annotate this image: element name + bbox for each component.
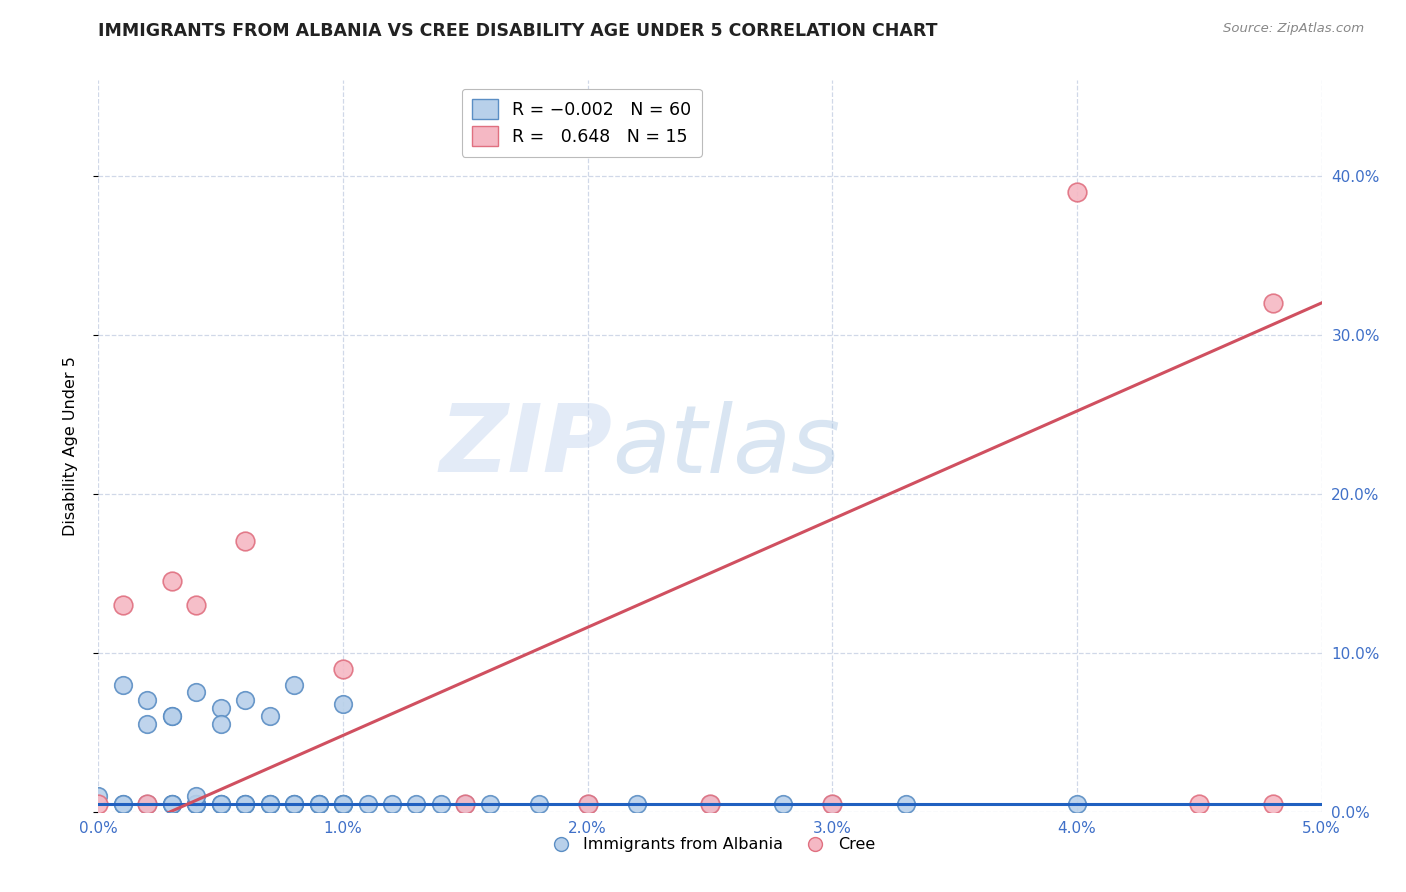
Point <box>160 797 183 811</box>
Point <box>332 797 354 811</box>
Point <box>186 789 208 803</box>
Point <box>209 797 232 811</box>
Point <box>111 677 134 691</box>
Point <box>233 693 256 707</box>
Point <box>87 797 110 811</box>
Point <box>136 693 159 707</box>
Point <box>894 797 917 811</box>
Point <box>209 797 232 811</box>
Point <box>186 598 208 612</box>
Point <box>111 797 134 811</box>
Point <box>283 797 305 811</box>
Point <box>136 797 159 811</box>
Point <box>160 709 183 723</box>
Point <box>111 797 134 811</box>
Point <box>209 701 232 715</box>
Point <box>1261 797 1284 811</box>
Text: Source: ZipAtlas.com: Source: ZipAtlas.com <box>1223 22 1364 36</box>
Point <box>332 797 354 811</box>
Point <box>233 797 256 811</box>
Point <box>160 574 183 589</box>
Point <box>430 797 453 811</box>
Point <box>699 797 721 811</box>
Y-axis label: Disability Age Under 5: Disability Age Under 5 <box>63 356 77 536</box>
Point <box>160 797 183 811</box>
Point <box>259 797 281 811</box>
Point <box>772 797 794 811</box>
Text: ZIP: ZIP <box>439 400 612 492</box>
Point <box>527 797 550 811</box>
Text: atlas: atlas <box>612 401 841 491</box>
Point <box>576 797 599 811</box>
Point <box>1066 797 1088 811</box>
Point <box>381 797 404 811</box>
Text: IMMIGRANTS FROM ALBANIA VS CREE DISABILITY AGE UNDER 5 CORRELATION CHART: IMMIGRANTS FROM ALBANIA VS CREE DISABILI… <box>98 22 938 40</box>
Point <box>136 717 159 731</box>
Point <box>332 797 354 811</box>
Point <box>626 797 648 811</box>
Point <box>454 797 477 811</box>
Legend: Immigrants from Albania, Cree: Immigrants from Albania, Cree <box>538 830 882 859</box>
Point <box>405 797 427 811</box>
Point <box>259 797 281 811</box>
Point <box>283 797 305 811</box>
Point <box>1261 296 1284 310</box>
Point <box>209 797 232 811</box>
Point <box>576 797 599 811</box>
Point <box>259 709 281 723</box>
Point <box>308 797 330 811</box>
Point <box>308 797 330 811</box>
Point <box>233 797 256 811</box>
Point <box>259 797 281 811</box>
Point <box>821 797 844 811</box>
Point <box>136 797 159 811</box>
Point <box>283 797 305 811</box>
Point <box>356 797 378 811</box>
Point <box>136 797 159 811</box>
Point <box>87 789 110 803</box>
Point <box>1066 185 1088 199</box>
Point <box>1188 797 1211 811</box>
Point <box>454 797 477 811</box>
Point <box>576 797 599 811</box>
Point <box>283 677 305 691</box>
Point <box>111 598 134 612</box>
Point <box>332 797 354 811</box>
Point <box>454 797 477 811</box>
Point <box>186 685 208 699</box>
Point <box>186 797 208 811</box>
Point <box>160 797 183 811</box>
Point <box>308 797 330 811</box>
Point <box>332 662 354 676</box>
Point <box>136 797 159 811</box>
Point <box>821 797 844 811</box>
Point <box>186 797 208 811</box>
Point <box>233 534 256 549</box>
Point <box>186 797 208 811</box>
Point <box>160 709 183 723</box>
Point <box>699 797 721 811</box>
Point <box>233 797 256 811</box>
Point <box>209 717 232 731</box>
Point <box>332 697 354 711</box>
Point <box>478 797 501 811</box>
